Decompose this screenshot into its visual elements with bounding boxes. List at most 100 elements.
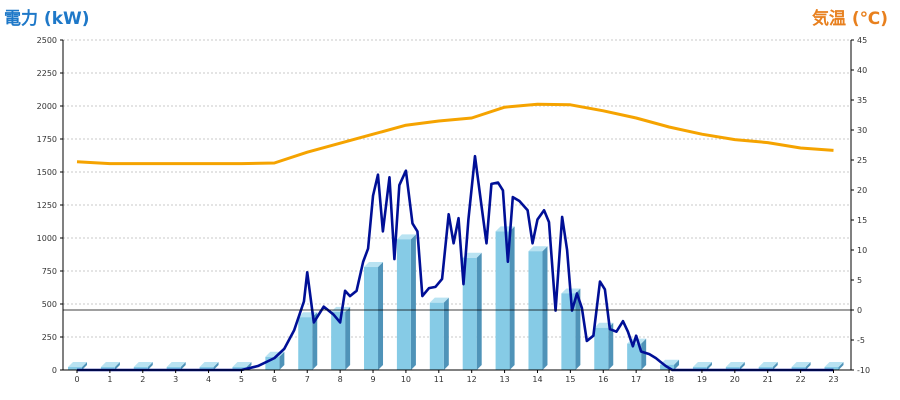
bar-side <box>608 322 614 370</box>
x-tick-label: 4 <box>206 375 211 384</box>
right-tick-label: -5 <box>857 336 865 345</box>
bar-top <box>824 362 844 367</box>
bar-side <box>312 312 318 370</box>
bar-top <box>429 297 449 303</box>
bar-top <box>100 362 120 367</box>
x-tick-label: 19 <box>697 375 707 384</box>
bar-side <box>641 338 647 370</box>
x-tick-label: 11 <box>434 375 444 384</box>
right-tick-label: -10 <box>857 366 870 375</box>
right-tick-label: 0 <box>857 306 862 315</box>
power-bar <box>298 317 313 370</box>
left-tick-label: 750 <box>42 267 57 276</box>
x-tick-label: 12 <box>467 375 477 384</box>
right-tick-label: 25 <box>857 156 867 165</box>
power-bar <box>692 367 707 370</box>
x-tick-label: 14 <box>532 375 542 384</box>
power-bar <box>133 367 148 370</box>
left-axis-title: 電力 (kW) <box>4 9 90 29</box>
x-tick-label: 0 <box>74 375 79 384</box>
bar-side <box>443 297 449 370</box>
x-tick-label: 3 <box>173 375 178 384</box>
bar-top <box>199 362 219 367</box>
bar-side <box>509 226 515 370</box>
right-tick-label: 40 <box>857 66 867 75</box>
bar-top <box>396 234 416 240</box>
x-tick-label: 5 <box>239 375 244 384</box>
power-bar <box>791 367 806 370</box>
power-bar <box>331 311 346 370</box>
left-tick-label: 0 <box>52 366 57 375</box>
grid-lines <box>63 39 851 338</box>
power-bar <box>364 267 379 370</box>
x-tick-label: 1 <box>107 375 112 384</box>
x-tick-label: 17 <box>631 375 641 384</box>
power-line <box>77 154 834 372</box>
bar-side <box>706 362 712 370</box>
x-tick-label: 9 <box>370 375 375 384</box>
x-tick-label: 18 <box>664 375 674 384</box>
right-tick-label: 45 <box>857 36 867 45</box>
power-bar <box>232 367 247 370</box>
right-tick-label: 30 <box>857 126 867 135</box>
power-bar <box>594 327 609 370</box>
x-tick-label: 16 <box>598 375 608 384</box>
power-bar <box>462 257 477 370</box>
bar-top <box>364 262 384 268</box>
x-tick-label: 21 <box>763 375 773 384</box>
bar-side <box>180 362 186 370</box>
bar-top <box>68 362 87 367</box>
bar-top <box>758 362 778 367</box>
bar-side <box>213 362 219 370</box>
bar-side <box>410 234 416 370</box>
bar-side <box>805 362 811 370</box>
power-bar <box>627 343 642 370</box>
left-tick-label: 1000 <box>37 234 57 243</box>
left-tick-label: 2250 <box>37 69 57 78</box>
x-tick-label: 6 <box>272 375 277 384</box>
bar-top <box>528 246 548 252</box>
x-tick-label: 10 <box>401 375 411 384</box>
power-bar <box>824 367 839 370</box>
power-bar <box>725 367 740 370</box>
power-bar <box>561 293 576 370</box>
right-tick-label: 20 <box>857 186 867 195</box>
bar-top <box>331 306 351 312</box>
bar-top <box>692 362 712 367</box>
power-bar <box>429 302 444 370</box>
right-tick-label: 35 <box>857 96 867 105</box>
tick-labels: 02505007501000125015001750200022502500-1… <box>37 36 870 384</box>
power-bars <box>68 226 844 370</box>
right-tick-label: 5 <box>857 276 862 285</box>
bar-side <box>772 362 778 370</box>
bar-side <box>674 359 680 370</box>
bar-side <box>838 362 844 370</box>
right-tick-label: 15 <box>857 216 867 225</box>
x-tick-label: 23 <box>828 375 838 384</box>
bar-top <box>462 252 482 258</box>
bar-side <box>542 246 548 370</box>
bar-top <box>791 362 811 367</box>
bar-side <box>345 306 351 370</box>
bar-top <box>660 359 680 365</box>
power-bar <box>495 231 510 370</box>
temperature-line <box>76 102 834 166</box>
bar-side <box>279 351 285 370</box>
bar-top <box>232 362 252 367</box>
x-tick-label: 7 <box>305 375 310 384</box>
bar-side <box>147 362 153 370</box>
bar-top <box>133 362 153 367</box>
left-tick-label: 1750 <box>37 135 57 144</box>
left-tick-label: 2000 <box>37 102 57 111</box>
power-bar <box>758 367 773 370</box>
x-tick-label: 2 <box>140 375 145 384</box>
x-tick-label: 15 <box>565 375 575 384</box>
power-bar <box>100 367 115 370</box>
right-axis-title: 気温 (℃) <box>811 9 888 29</box>
bar-side <box>378 262 384 370</box>
power-bar <box>528 251 543 370</box>
left-tick-label: 500 <box>42 300 57 309</box>
x-tick-label: 13 <box>499 375 509 384</box>
bar-top <box>166 362 186 367</box>
